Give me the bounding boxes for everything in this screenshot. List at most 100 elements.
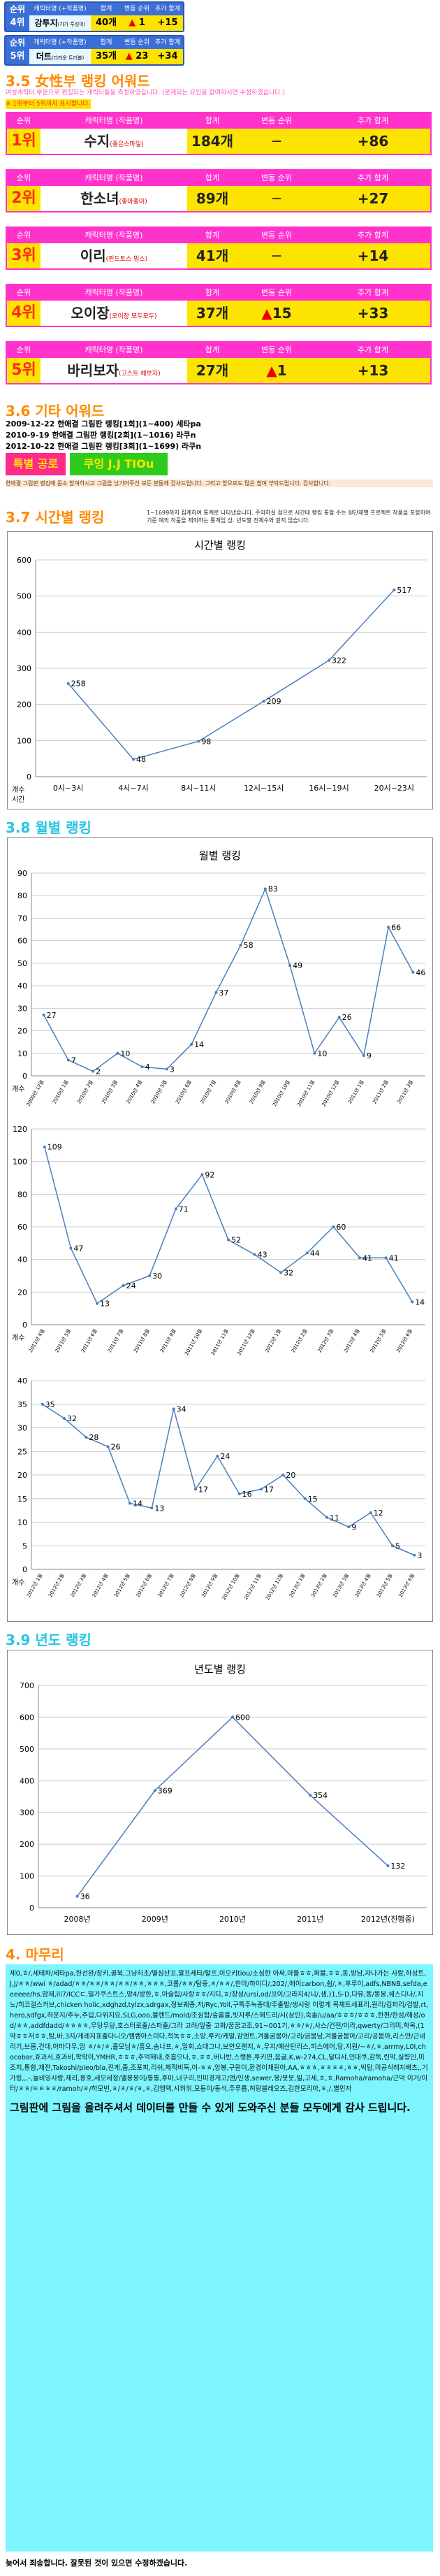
y-tick-label: 700 <box>20 1681 34 1690</box>
series-line <box>44 1146 413 1304</box>
data-label: 26 <box>111 1443 121 1452</box>
data-label: 13 <box>154 1504 164 1513</box>
data-point <box>305 1251 309 1255</box>
female-header: 순위 <box>7 285 41 301</box>
x-axis-title: 시간 <box>12 796 24 804</box>
data-label: 47 <box>73 1244 83 1253</box>
month-chart-title: 월별 랭킹 <box>199 849 241 862</box>
x-tick-label: 4시~7시 <box>118 784 148 793</box>
female-header: 변동 순위 <box>237 171 316 186</box>
female-header: 순위 <box>7 343 41 358</box>
y-tick-label: 10 <box>17 1049 27 1058</box>
data-point <box>281 1474 285 1476</box>
female-count: 184개 <box>187 129 237 154</box>
data-label: 24 <box>220 1452 230 1461</box>
data-label: 92 <box>205 1170 214 1179</box>
y-tick-label: 25 <box>17 1447 27 1456</box>
female-header: 추가 합계 <box>316 171 430 186</box>
data-point <box>66 1058 70 1062</box>
data-point <box>165 1067 168 1071</box>
data-point <box>411 1300 414 1304</box>
x-tick-label: 16시~19시 <box>309 784 349 793</box>
x-tick-label: 2013년 6월 <box>397 1573 416 1599</box>
x-tick-label: 2012년 4월 <box>91 1573 109 1599</box>
x-tick-label: 2012년 3월 <box>69 1573 87 1599</box>
x-tick-label: 2011년 9월 <box>159 1328 177 1354</box>
data-point <box>231 1715 234 1719</box>
female-count: 27개 <box>187 358 237 383</box>
etc-note: 한애결 그림판 랭킹에 몸소 참여하시고 그림을 남기어주신 모든 분들께 감사… <box>6 480 433 487</box>
footer-note: 늦어서 죄송합니다. 잘못된 것이 있으면 수정하겠습니다. <box>6 2559 188 2568</box>
month-section-title: 3.8 월별 랭킹 <box>6 819 91 836</box>
x-tick-label: 2011년 10월 <box>183 1328 203 1357</box>
etc-line-3: 2012-10-22 한애결 그림판 랭킹[3회](1~1699) 라쿠n <box>6 442 202 451</box>
x-tick-label: 2009년 12월 <box>25 1079 45 1108</box>
header-count: 합계 <box>91 3 122 15</box>
female-bonus: +13 <box>316 358 430 383</box>
data-point <box>216 1455 219 1458</box>
data-point <box>263 887 267 891</box>
x-tick-label: 2013년 3월 <box>332 1573 350 1599</box>
bonus: +34 <box>152 49 183 64</box>
female-header: 캐릭터명 (작품명) <box>41 343 187 358</box>
header-change: 변동 순위 <box>122 3 152 15</box>
x-tick-label: 2008년 <box>64 1915 91 1924</box>
data-label: 15 <box>308 1495 318 1504</box>
y-tick-label: 100 <box>17 736 31 745</box>
female-header: 캐릭터명 (작품명) <box>41 285 187 301</box>
female-header: 캐릭터명 (작품명) <box>41 171 187 186</box>
y-tick-label: 0 <box>22 1565 27 1574</box>
series-line <box>76 1716 388 1897</box>
data-point <box>153 1789 156 1792</box>
x-tick-label: 2010년 9월 <box>248 1079 266 1105</box>
female-header: 합계 <box>187 113 237 129</box>
y-tick-label: 90 <box>17 869 27 878</box>
data-label: 258 <box>71 679 86 689</box>
x-tick-label: 2010년 3월 <box>101 1079 119 1105</box>
change: ▲ 1 <box>122 15 152 31</box>
data-label: 14 <box>194 1040 204 1049</box>
data-point <box>337 1016 341 1019</box>
special-award-label: 특별 공로 <box>6 453 66 475</box>
data-point <box>328 659 330 662</box>
data-point <box>411 970 415 974</box>
x-tick-label: 2012년 4월 <box>342 1328 360 1354</box>
y-tick-label: 200 <box>20 1840 34 1849</box>
data-point <box>260 1488 263 1491</box>
data-point <box>172 1407 175 1411</box>
data-label: 12 <box>374 1509 383 1518</box>
x-tick-label: 2012년 9월 <box>200 1573 219 1599</box>
female-rank-row: 순위 캐릭터명 (작품명) 합계 변동 순위 추가 합계 3위 이리(핀드토스 밍스) 41개… <box>6 226 432 270</box>
data-label: 49 <box>293 961 302 970</box>
x-tick-label: 2012년 11월 <box>242 1573 263 1602</box>
data-label: 354 <box>313 1791 328 1800</box>
y-tick-label: 50 <box>17 959 27 968</box>
y-axis-title: 개수 <box>12 1085 24 1093</box>
data-label: 9 <box>351 1523 356 1532</box>
credits-box: 제0,ㅎ/,세태파/세타pa,한선완/창키,골북,그냥허초/열심산꼬,알프세타/… <box>6 1964 433 2552</box>
x-tick-label: 2010년 <box>219 1915 246 1924</box>
data-label: 109 <box>47 1143 62 1152</box>
data-label: 32 <box>284 1268 293 1277</box>
data-point <box>150 1506 154 1510</box>
female-header: 합계 <box>187 228 237 243</box>
female-change: ▲15 <box>237 301 316 326</box>
data-label: 17 <box>198 1485 208 1494</box>
data-label: 5 <box>395 1541 400 1550</box>
female-header: 추가 합계 <box>316 228 430 243</box>
data-point <box>85 1436 88 1439</box>
x-tick-label: 2010년 7월 <box>199 1079 217 1105</box>
data-point <box>387 926 390 929</box>
header-name: 캐릭터명 (+작품명) <box>29 36 91 49</box>
female-character-name: 한소녀(좋아좋아) <box>41 186 187 211</box>
rank-number: 5위 <box>6 49 29 64</box>
data-point <box>69 1246 73 1250</box>
female-header: 순위 <box>7 228 41 243</box>
change: ▲ 23 <box>122 49 152 64</box>
female-note-2: ※ 1위부터 5위까지 표시합니다. <box>6 99 91 109</box>
x-tick-label: 2012년 1월 <box>25 1573 43 1599</box>
data-point <box>332 1225 335 1228</box>
x-tick-label: 2010년 1월 <box>51 1079 69 1105</box>
data-label: 14 <box>133 1499 142 1509</box>
data-point <box>303 1497 307 1500</box>
